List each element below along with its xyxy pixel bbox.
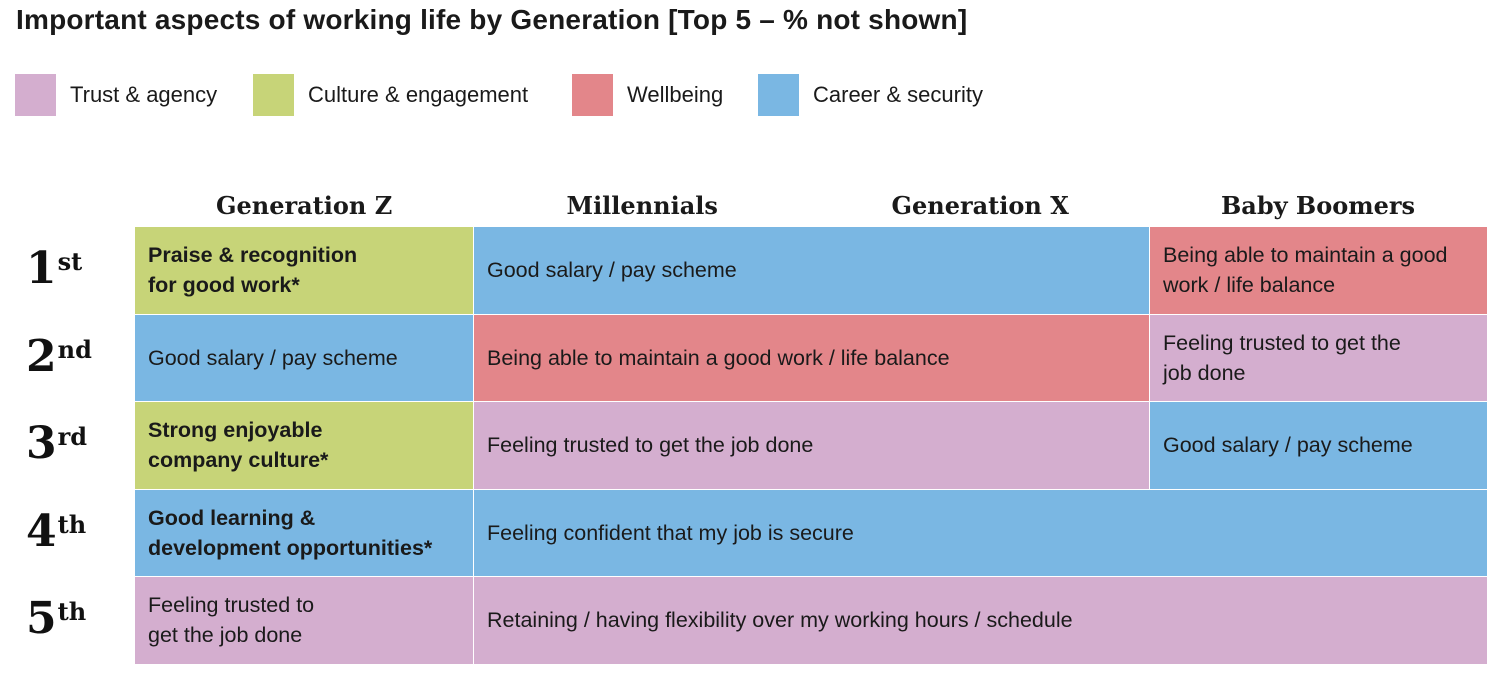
column-header: Generation Z (216, 191, 393, 220)
rank-number: 4 (26, 505, 57, 557)
table-cell: Good salary / pay scheme (1150, 402, 1487, 489)
table-cell: Strong enjoyable company culture* (135, 402, 473, 489)
table-cell: Feeling trusted to get the job done (135, 577, 473, 664)
table-cell: Retaining / having flexibility over my w… (474, 577, 1487, 664)
table-cell: Good learning & development opportunities… (135, 489, 473, 576)
table-cell: Being able to maintain a good work / lif… (474, 314, 1149, 401)
cell-text: Good salary / pay scheme (1163, 433, 1413, 458)
cell-text: Being able to maintain a good work / life… (1163, 243, 1448, 298)
legend-swatch (572, 74, 613, 116)
table-cell: Good salary / pay scheme (135, 314, 473, 401)
column-header: Baby Boomers (1221, 191, 1416, 220)
rank-label: 2nd (26, 331, 92, 382)
column-header: Generation X (891, 191, 1069, 220)
table-cell: Feeling trusted to get the job done (1150, 314, 1487, 401)
rank-suffix: rd (57, 422, 88, 451)
cell-text: Feeling trusted to get the job done (148, 593, 315, 648)
rank-number: 3 (26, 418, 57, 469)
rank-label: 5th (26, 593, 86, 644)
rank-suffix: th (57, 509, 87, 539)
legend-label: Trust & agency (70, 82, 218, 107)
cell-text: Praise & recognition for good work* (148, 243, 358, 298)
rank-suffix: nd (57, 334, 92, 364)
legend-label: Culture & engagement (308, 82, 529, 107)
cell-text: Good salary / pay scheme (487, 258, 737, 283)
cell-text: Strong enjoyable company culture* (148, 418, 329, 473)
legend-swatch (253, 74, 294, 116)
chart-title: Important aspects of working life by Gen… (16, 4, 968, 35)
legend-label: Career & security (813, 82, 983, 107)
rank-number: 1 (26, 243, 57, 294)
table-cell: Feeling trusted to get the job done (474, 402, 1149, 489)
legend-label: Wellbeing (627, 82, 724, 107)
cell-text: Feeling confident that my job is secure (487, 520, 854, 545)
table-cell: Praise & recognition for good work* (135, 227, 473, 314)
rank-number: 2 (26, 330, 57, 382)
cell-text: Retaining / having flexibility over my w… (487, 608, 1073, 633)
table-cell: Being able to maintain a good work / life… (1150, 227, 1487, 314)
rank-label: 3rd (26, 418, 87, 469)
rank-suffix: th (57, 597, 87, 626)
rank-label: 4th (26, 506, 86, 557)
cell-text: Feeling trusted to get the job done (487, 433, 814, 458)
cell-text: Feeling trusted to get the job done (1163, 330, 1401, 385)
cell-text: Good salary / pay scheme (148, 345, 398, 370)
rank-suffix: st (57, 247, 83, 276)
rank-label: 1st (26, 243, 82, 294)
cell-text: Being able to maintain a good work / lif… (487, 345, 950, 370)
cell-text: Good learning & development opportunities… (148, 505, 433, 560)
rank-number: 5 (26, 593, 57, 644)
table-cell: Feeling confident that my job is secure (474, 489, 1487, 576)
table-cell: Good salary / pay scheme (474, 227, 1149, 314)
legend-swatch (758, 74, 799, 116)
legend-swatch (15, 74, 56, 116)
column-header: Millennials (566, 191, 718, 220)
